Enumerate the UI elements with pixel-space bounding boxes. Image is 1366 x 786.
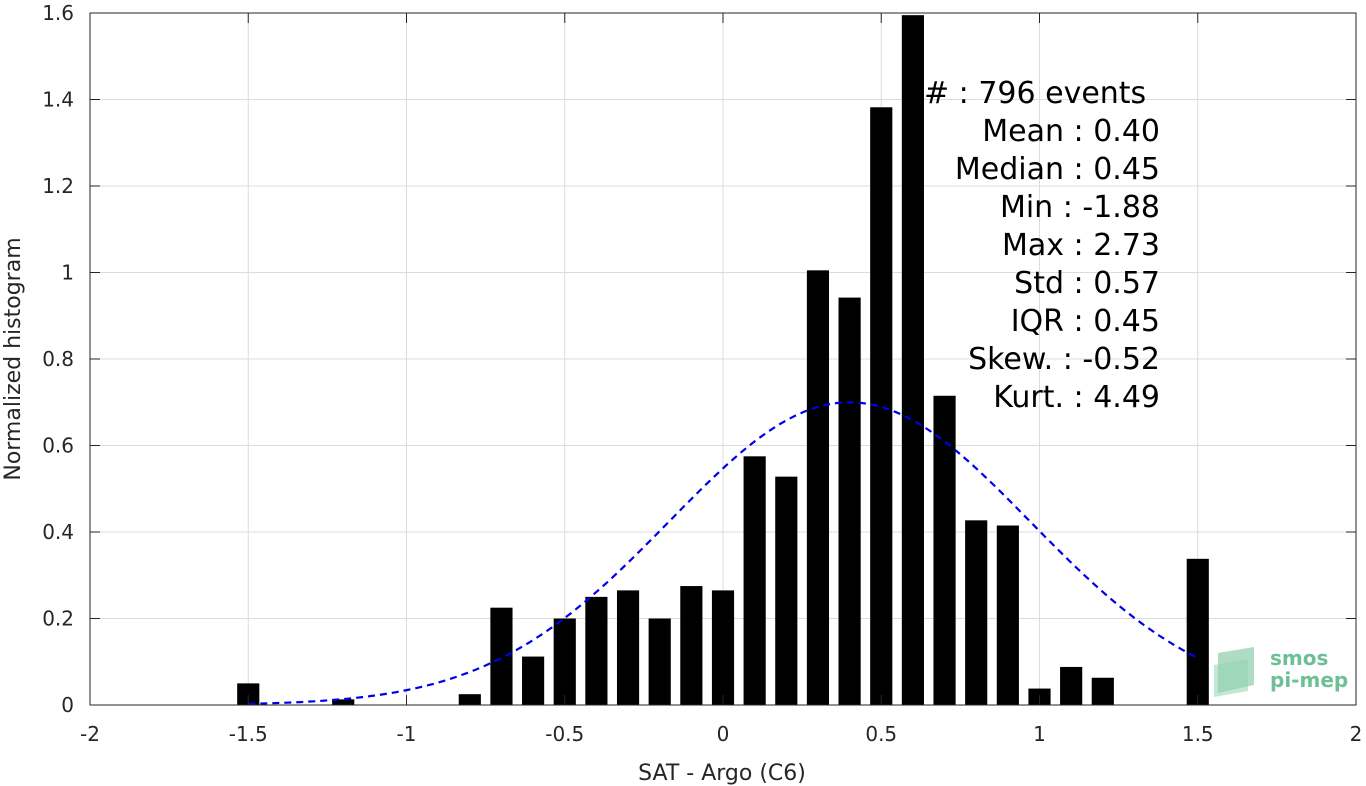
stat-line: Mean : 0.40 <box>982 114 1160 149</box>
y-tick-label: 0 <box>61 693 74 717</box>
normal-fit-curve <box>248 401 1199 705</box>
histogram-bar <box>711 590 735 705</box>
histogram-bar <box>933 395 956 705</box>
y-tick-label: 1.4 <box>42 88 74 112</box>
histogram-bar <box>1091 677 1114 705</box>
histogram-bar <box>332 699 355 705</box>
histogram-bar <box>996 525 1019 705</box>
stat-line: Median : 0.45 <box>955 152 1160 187</box>
stat-line: Min : -1.88 <box>1000 190 1160 225</box>
histogram-bar <box>838 297 861 705</box>
histogram-bar <box>743 456 766 705</box>
histogram-bar <box>553 618 576 705</box>
histogram-bar <box>680 586 703 705</box>
histogram-bar <box>522 656 545 705</box>
histogram-bar <box>1060 666 1083 705</box>
histogram-bar <box>490 607 513 705</box>
stat-line: # : 796 events <box>924 76 1146 111</box>
x-tick-label: -2 <box>80 722 100 746</box>
histogram-bar <box>458 694 481 705</box>
x-axis-label: SAT - Argo (C6) <box>638 761 806 786</box>
x-tick-label: -0.5 <box>545 722 584 746</box>
histogram-bar <box>901 15 924 706</box>
histogram-bars <box>237 15 1209 706</box>
stat-line: Std : 0.57 <box>1014 266 1160 301</box>
stat-line: IQR : 0.45 <box>1011 304 1160 339</box>
x-tick-label: 0.5 <box>865 722 897 746</box>
x-tick-label: 0 <box>717 722 730 746</box>
x-tick-label: 1.5 <box>1182 722 1214 746</box>
stat-line: Kurt. : 4.49 <box>993 380 1160 415</box>
normal-fit-line <box>248 401 1199 705</box>
histogram-bar <box>616 590 640 705</box>
histogram-bar <box>237 683 260 705</box>
histogram-bar <box>965 520 988 705</box>
histogram-bar <box>1186 558 1209 705</box>
stat-line: Max : 2.73 <box>1002 228 1160 263</box>
logo-line2: pi-mep <box>1270 668 1348 692</box>
y-axis-label: Normalized histogram <box>1 237 26 480</box>
histogram-bar <box>648 618 671 705</box>
x-tick-label: 1 <box>1033 722 1046 746</box>
x-tick-label: 2 <box>1350 722 1363 746</box>
x-tick-label: -1.5 <box>229 722 268 746</box>
logo-mark-layer-icon <box>1214 659 1248 697</box>
y-tick-label: 1 <box>61 261 74 285</box>
x-tick-label: -1 <box>397 722 417 746</box>
y-tick-label: 1.6 <box>42 1 74 25</box>
y-tick-label: 0.4 <box>42 520 74 544</box>
histogram-bar <box>870 107 893 705</box>
histogram-bar <box>806 270 830 705</box>
histogram-bar <box>775 476 798 705</box>
y-tick-label: 1.2 <box>42 174 74 198</box>
histogram-bar <box>585 596 608 705</box>
tick-labels: -2 -1.5 -1 -0.5 0 0.5 1 1.5 2 0 0.2 0.4 0.6 0.8 1 1.2 1.… <box>42 1 1362 746</box>
y-tick-label: 0.2 <box>42 607 74 631</box>
stat-line: Skew. : -0.52 <box>968 342 1160 377</box>
smos-pi-mep-logo: smos pi-mep <box>1214 646 1348 697</box>
logo-line1: smos <box>1270 646 1328 670</box>
y-tick-label: 0.6 <box>42 434 74 458</box>
axes <box>89 12 1357 706</box>
y-tick-label: 0.8 <box>42 347 74 371</box>
